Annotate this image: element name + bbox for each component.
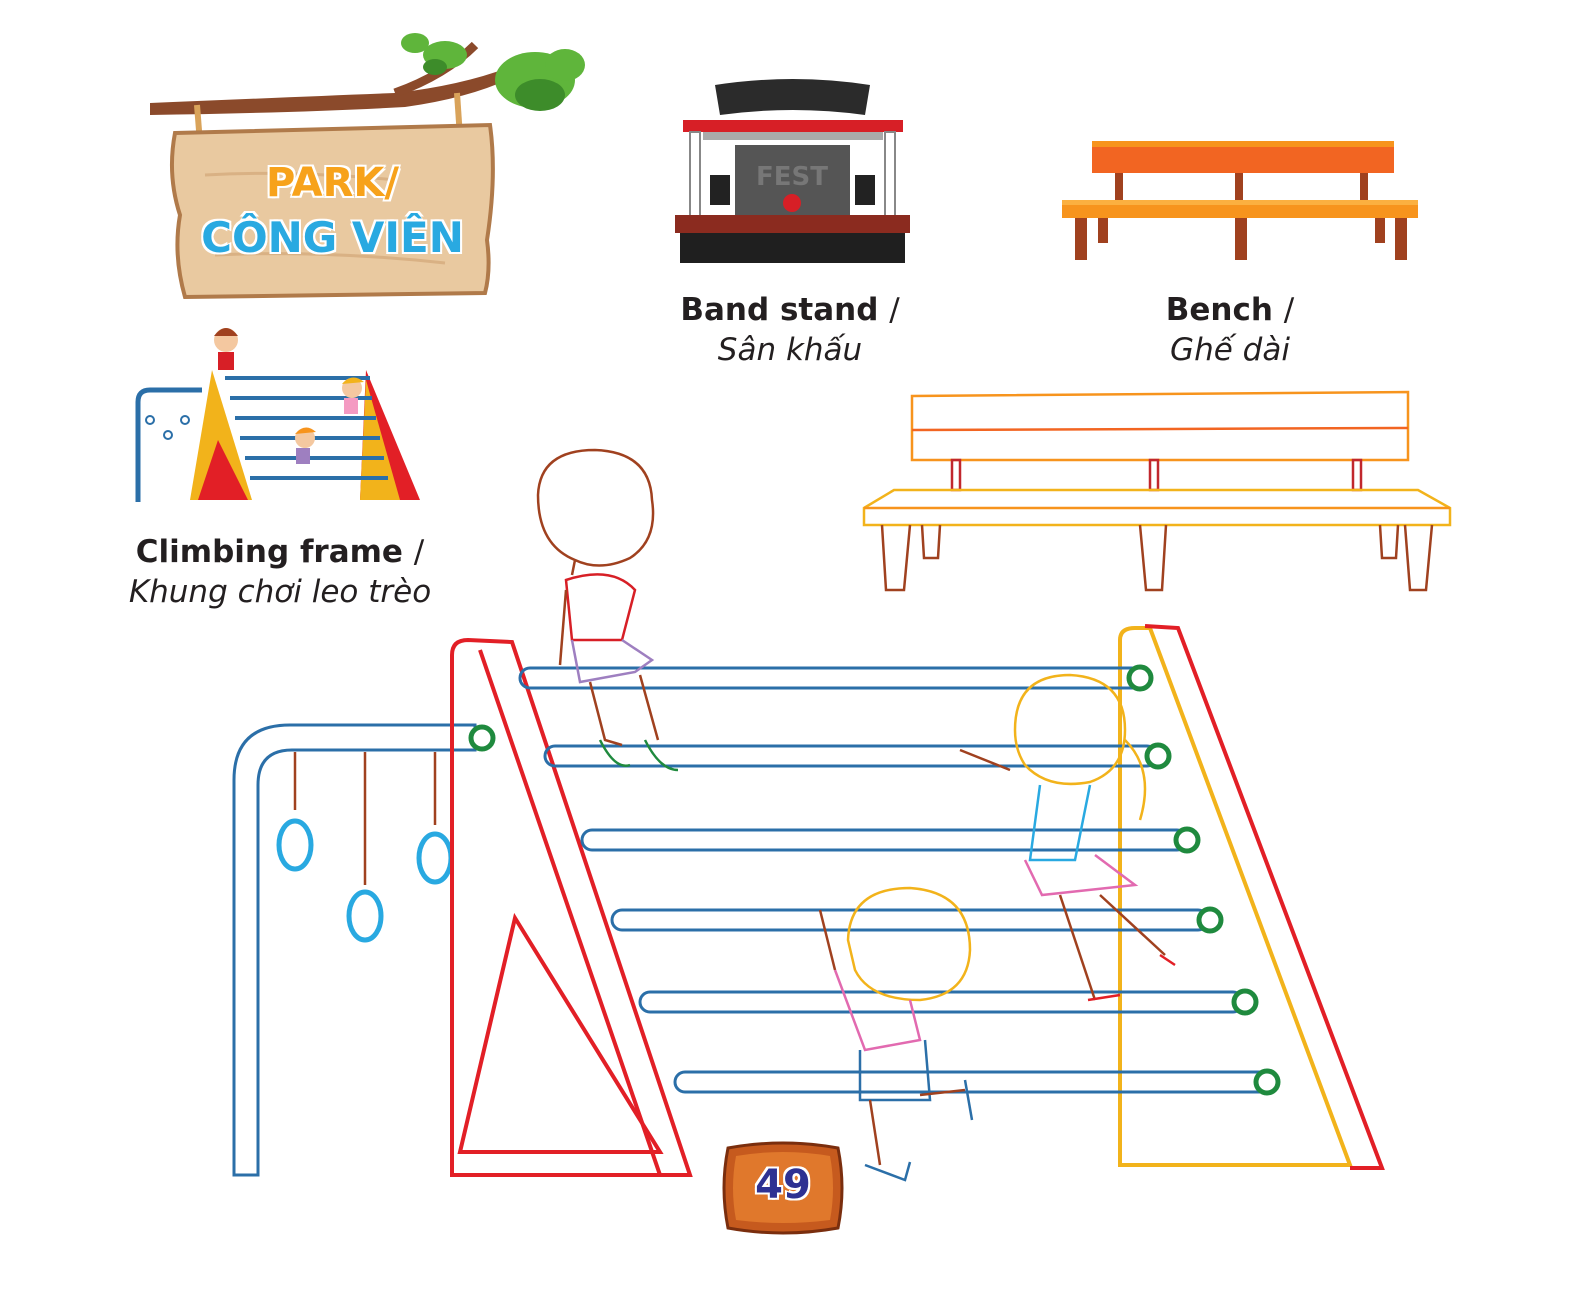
page-number: 49 bbox=[755, 1162, 811, 1208]
label-band-stand: Band stand / Sân khấu bbox=[620, 290, 960, 370]
park-sign-title: PARK/ bbox=[265, 159, 400, 207]
park-sign-subtitle: CÔNG VIÊN bbox=[201, 213, 464, 262]
park-sign-graphic bbox=[150, 33, 585, 300]
page-number-badge-graphic bbox=[722, 1141, 844, 1235]
label-climbing-frame-en: Climbing frame bbox=[135, 534, 403, 570]
svg-text:FEST: FEST bbox=[756, 162, 828, 192]
climbing-frame-outline-graphic bbox=[232, 448, 1385, 1182]
park-sign: PARK/ CÔNG VIÊN bbox=[145, 25, 585, 305]
label-bench-en: Bench bbox=[1165, 292, 1273, 328]
climbing-frame-outline-coloring bbox=[220, 440, 1395, 1220]
page-number-badge: 49 bbox=[718, 1138, 848, 1238]
bench-illustration bbox=[1060, 138, 1420, 263]
label-band-stand-vi: Sân khấu bbox=[717, 332, 863, 368]
bench-outline-coloring bbox=[860, 390, 1455, 595]
climbing-frame-illustration bbox=[130, 320, 425, 510]
bench-graphic bbox=[1062, 141, 1418, 260]
label-separator: / bbox=[889, 292, 900, 328]
label-bench: Bench / Ghế dài bbox=[1060, 290, 1400, 370]
band-stand-graphic: FEST bbox=[675, 79, 910, 263]
label-separator: / bbox=[1283, 292, 1295, 328]
label-bench-vi: Ghế dài bbox=[1170, 332, 1290, 368]
climbing-frame-graphic bbox=[135, 328, 420, 502]
label-separator: / bbox=[413, 534, 425, 570]
label-climbing-frame-vi: Khung chơi leo trèo bbox=[128, 574, 432, 610]
label-band-stand-en: Band stand bbox=[680, 292, 879, 328]
bench-outline-graphic bbox=[862, 390, 1452, 592]
band-stand-illustration: FEST bbox=[675, 75, 910, 265]
label-climbing-frame: Climbing frame / Khung chơi leo trèo bbox=[90, 532, 470, 612]
